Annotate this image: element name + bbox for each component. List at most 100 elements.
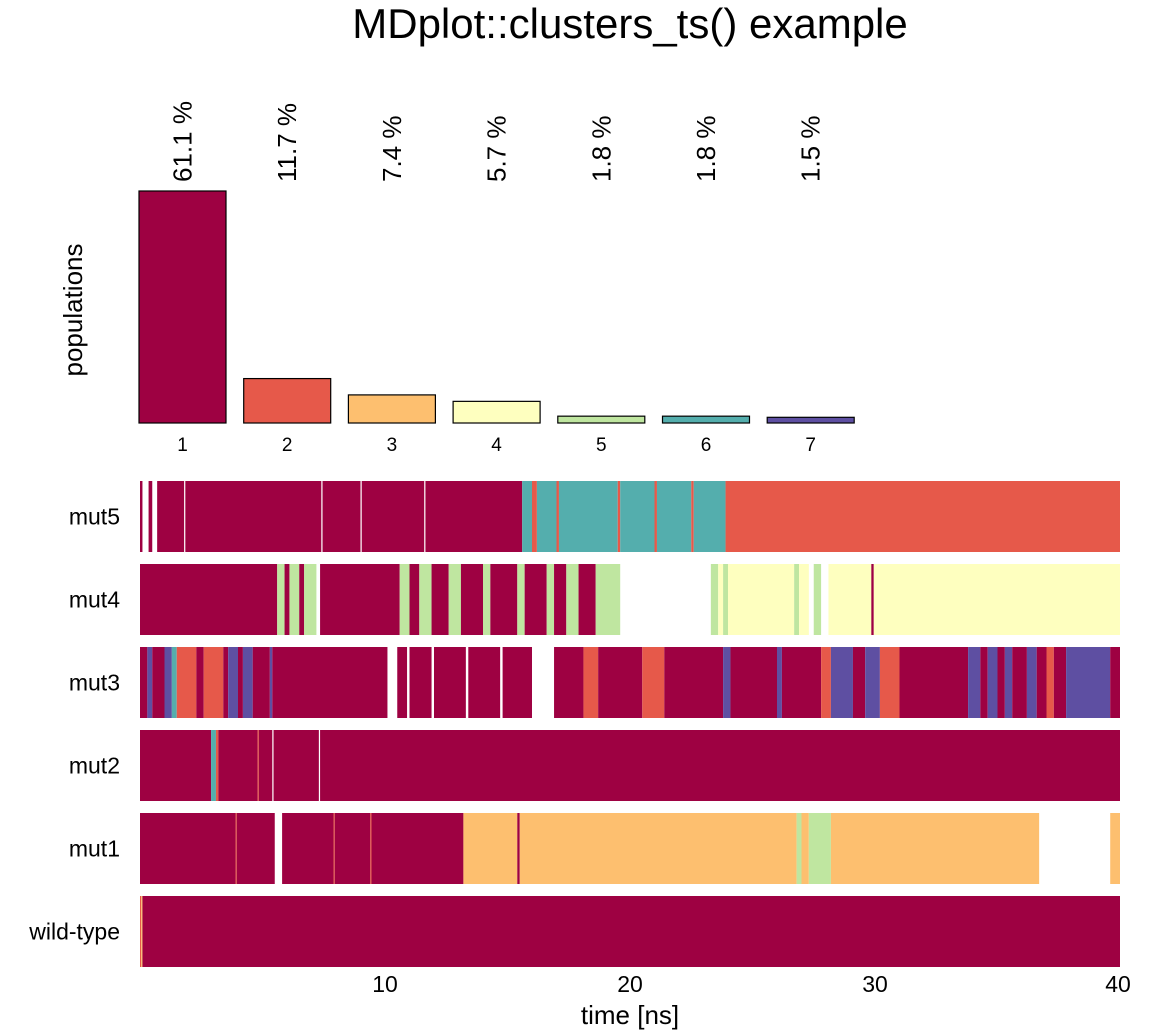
segment-cluster-1 bbox=[258, 730, 273, 801]
segment-cluster-1 bbox=[554, 564, 567, 635]
segment-cluster-1 bbox=[852, 647, 866, 718]
segment-cluster-6 bbox=[558, 481, 618, 552]
segment-cluster-2 bbox=[691, 481, 694, 552]
bar-data-label: 61.1 % bbox=[168, 101, 198, 182]
segment-cluster-1 bbox=[252, 647, 270, 718]
x-tick-label: 30 bbox=[862, 971, 888, 997]
segment-cluster-6 bbox=[522, 481, 532, 552]
segment-cluster-1 bbox=[152, 647, 165, 718]
track-label: mut2 bbox=[69, 753, 120, 779]
segment-cluster-1 bbox=[980, 647, 988, 718]
segment-cluster-7 bbox=[147, 647, 153, 718]
segment-cluster-3 bbox=[463, 813, 518, 884]
bar-category-label: 1 bbox=[177, 435, 188, 456]
segment-cluster-1 bbox=[409, 647, 432, 718]
segment-cluster-1 bbox=[434, 647, 466, 718]
segment-cluster-1 bbox=[598, 647, 643, 718]
segment-cluster-1 bbox=[140, 647, 148, 718]
segment-cluster-3 bbox=[830, 813, 1040, 884]
track-label: mut1 bbox=[69, 836, 120, 862]
track-mut2: mut2 bbox=[69, 730, 1120, 801]
segment-cluster-1 bbox=[320, 730, 1120, 801]
segment-cluster-1 bbox=[664, 647, 724, 718]
segment-cluster-6 bbox=[693, 481, 726, 552]
segment-cluster-1 bbox=[371, 813, 464, 884]
segment-cluster-7 bbox=[987, 647, 998, 718]
bar-cluster-7 bbox=[766, 416, 855, 424]
segment-cluster-1 bbox=[223, 647, 229, 718]
segment-cluster-1 bbox=[554, 647, 584, 718]
segment-cluster-4 bbox=[718, 564, 724, 635]
x-axis: 10 20 30 40 bbox=[372, 971, 1131, 997]
segment-cluster-5 bbox=[813, 564, 822, 635]
bar-data-label: 7.4 % bbox=[377, 116, 407, 183]
segment-cluster-1 bbox=[524, 564, 547, 635]
segment-cluster-3 bbox=[519, 813, 797, 884]
segment-cluster-1 bbox=[140, 481, 143, 552]
segment-cluster-5 bbox=[723, 564, 728, 635]
segment-cluster-5 bbox=[289, 564, 300, 635]
segment-cluster-7 bbox=[269, 647, 273, 718]
segment-cluster-7 bbox=[968, 647, 981, 718]
segment-cluster-7 bbox=[723, 647, 731, 718]
segment-cluster-5 bbox=[794, 564, 800, 635]
segment-cluster-7 bbox=[228, 647, 238, 718]
segment-cluster-7 bbox=[865, 647, 880, 718]
segment-cluster-2 bbox=[1046, 647, 1054, 718]
track-mut4: mut4 bbox=[69, 564, 1120, 635]
segment-cluster-1 bbox=[284, 564, 290, 635]
x-tick-label: 40 bbox=[1105, 971, 1131, 997]
segment-cluster-1 bbox=[397, 647, 408, 718]
segment-cluster-2 bbox=[879, 647, 900, 718]
segment-cluster-1 bbox=[1036, 647, 1047, 718]
segment-cluster-5 bbox=[277, 564, 285, 635]
bar-category-label: 3 bbox=[387, 435, 398, 456]
bar-cluster-4 bbox=[452, 400, 541, 424]
segment-cluster-1 bbox=[425, 481, 523, 552]
segment-cluster-7 bbox=[1004, 647, 1013, 718]
segment-cluster-5 bbox=[796, 813, 802, 884]
segment-cluster-1 bbox=[1012, 647, 1027, 718]
segment-cluster-1 bbox=[502, 647, 532, 718]
segment-cluster-4 bbox=[873, 564, 1120, 635]
segment-cluster-4 bbox=[728, 564, 795, 635]
segment-cluster-2 bbox=[556, 481, 559, 552]
segment-cluster-2 bbox=[333, 813, 335, 884]
segment-cluster-2 bbox=[370, 813, 372, 884]
bar-data-label: 1.8 % bbox=[586, 116, 616, 183]
segment-cluster-1 bbox=[272, 647, 388, 718]
segment-cluster-5 bbox=[566, 564, 579, 635]
track-mut5: mut5 bbox=[69, 481, 1120, 552]
bar-cluster-5 bbox=[557, 415, 646, 424]
segment-cluster-2 bbox=[257, 730, 259, 801]
track-mut3: mut3 bbox=[69, 647, 1120, 718]
segment-cluster-1 bbox=[218, 730, 258, 801]
segment-cluster-6 bbox=[211, 730, 216, 801]
segment-cluster-7 bbox=[164, 647, 172, 718]
x-tick-label: 20 bbox=[617, 971, 643, 997]
segment-cluster-1 bbox=[899, 647, 969, 718]
segment-cluster-1 bbox=[196, 647, 204, 718]
track-label: wild-type bbox=[28, 919, 120, 945]
bar-data-label: 1.8 % bbox=[691, 116, 721, 183]
segment-cluster-3 bbox=[801, 813, 809, 884]
chart-title: MDplot::clusters_ts() example bbox=[352, 0, 908, 47]
segment-cluster-5 bbox=[517, 564, 525, 635]
bar-category-label: 2 bbox=[282, 435, 293, 456]
segment-cluster-7 bbox=[242, 647, 253, 718]
segment-cluster-1 bbox=[431, 564, 449, 635]
segment-cluster-6 bbox=[171, 647, 177, 718]
bar-category-label: 7 bbox=[805, 435, 816, 456]
population-bars: 1 61.1 % 2 11.7 % 3 7.4 % 4 5.7 % 5 1.8 % 6 1.8 % 7 1… bbox=[138, 101, 855, 456]
segment-cluster-1 bbox=[997, 647, 1005, 718]
segment-cluster-1 bbox=[142, 896, 1120, 967]
segment-cluster-2 bbox=[654, 481, 657, 552]
trajectory-tracks: mut5 mut4 mut3 mut2 mut1 wild-type bbox=[28, 481, 1120, 967]
segment-cluster-4 bbox=[828, 564, 872, 635]
segment-cluster-1 bbox=[871, 564, 874, 635]
segment-cluster-1 bbox=[140, 813, 236, 884]
segment-cluster-5 bbox=[399, 564, 410, 635]
segment-cluster-2 bbox=[203, 647, 224, 718]
track-label: mut3 bbox=[69, 670, 120, 696]
segment-cluster-3 bbox=[1110, 813, 1120, 884]
